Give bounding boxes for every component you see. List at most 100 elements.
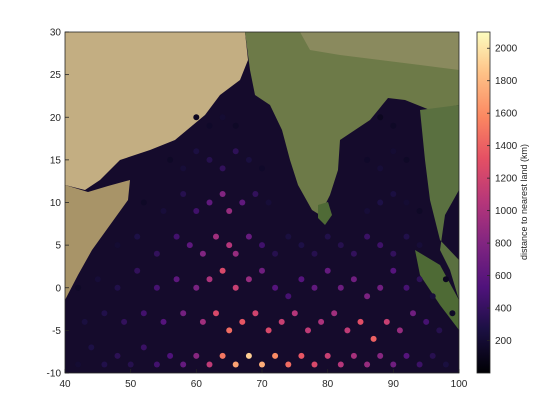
africa-horn-land [65,180,130,300]
data-point [272,352,279,359]
data-point [324,233,331,240]
data-point [199,318,206,325]
data-point [206,156,213,163]
himalaya-region-land [300,32,459,70]
data-point [416,276,423,283]
data-point [350,352,357,359]
data-point [160,208,167,214]
data-point [134,267,141,274]
data-point [239,318,246,325]
y-tick-label: 15 [50,155,62,166]
data-point [278,318,285,325]
data-point [94,276,101,283]
data-point [429,352,436,359]
data-point [285,293,292,300]
data-point [245,352,252,359]
data-point [75,284,82,291]
data-point [140,310,147,317]
colorbar-tick-label: 1400 [495,141,518,152]
data-point [416,208,423,214]
data-point [291,310,298,317]
x-tick-label: 50 [125,379,137,390]
data-point [311,284,318,291]
colorbar-tick-label: 2000 [495,44,518,55]
southeast-asia-land [420,105,459,300]
data-point [259,242,265,249]
data-point [350,276,357,283]
data-point [101,310,108,317]
data-point [285,361,292,368]
colorbar [476,31,491,374]
data-point [232,148,239,155]
y-tick-label: -10 [47,369,62,380]
data-point [318,318,325,325]
data-point [337,242,344,249]
data-point [206,276,213,283]
data-point [180,191,187,197]
data-point [219,267,226,274]
colorbar-tick-label: 200 [495,336,512,347]
y-tick-label: 20 [50,113,62,124]
data-point [364,361,371,368]
data-point [337,361,344,368]
data-point [114,284,121,291]
data-point [206,199,213,206]
colorbar-tick-label: 600 [495,271,512,282]
x-tick-label: 80 [322,379,334,390]
data-point [390,122,397,129]
data-point [370,335,377,342]
data-point [390,148,397,155]
data-point [193,352,200,359]
x-axis: 40 50 60 70 80 90 100 [59,369,468,390]
data-point [180,165,187,172]
data-point [449,310,456,317]
data-point [232,284,239,291]
data-point [153,284,160,291]
data-point [429,293,436,300]
data-point [121,318,128,325]
data-point [193,208,200,214]
data-point [160,318,167,325]
colorbar-tick-label: 1800 [495,76,518,87]
data-point [232,122,239,129]
data-point [226,327,233,334]
data-point [377,352,384,359]
data-point [442,276,449,283]
data-point [364,233,371,240]
data-point [331,310,338,317]
data-point [396,327,403,334]
data-point [377,165,384,172]
data-point [252,310,259,317]
data-point [423,318,430,325]
indian-subcontinent-land [245,32,459,215]
x-tick-label: 40 [59,379,71,390]
data-point [364,293,371,300]
data-point [324,267,331,274]
data-point [311,361,318,368]
x-tick-label: 60 [191,379,203,390]
data-point [219,352,226,359]
data-point [298,242,305,249]
data-point [364,156,371,163]
map-background [65,32,459,373]
data-point [298,352,305,359]
data-point [252,191,259,197]
data-point [285,233,292,240]
sri-lanka-land [318,202,332,225]
data-point [206,122,213,129]
data-point [416,361,423,368]
colorbar-tick-label: 400 [495,304,512,315]
data-point [232,250,239,257]
data-point [364,208,371,214]
data-point [390,191,397,197]
data-point [344,327,351,334]
data-point [180,310,187,317]
data-point [410,310,416,317]
data-point [219,114,226,121]
data-point [357,318,364,325]
x-tick-label: 90 [388,379,400,390]
colorbar-tick-label: 1600 [495,109,518,120]
data-point [140,199,147,206]
data-point [259,165,265,172]
data-point [114,242,121,249]
